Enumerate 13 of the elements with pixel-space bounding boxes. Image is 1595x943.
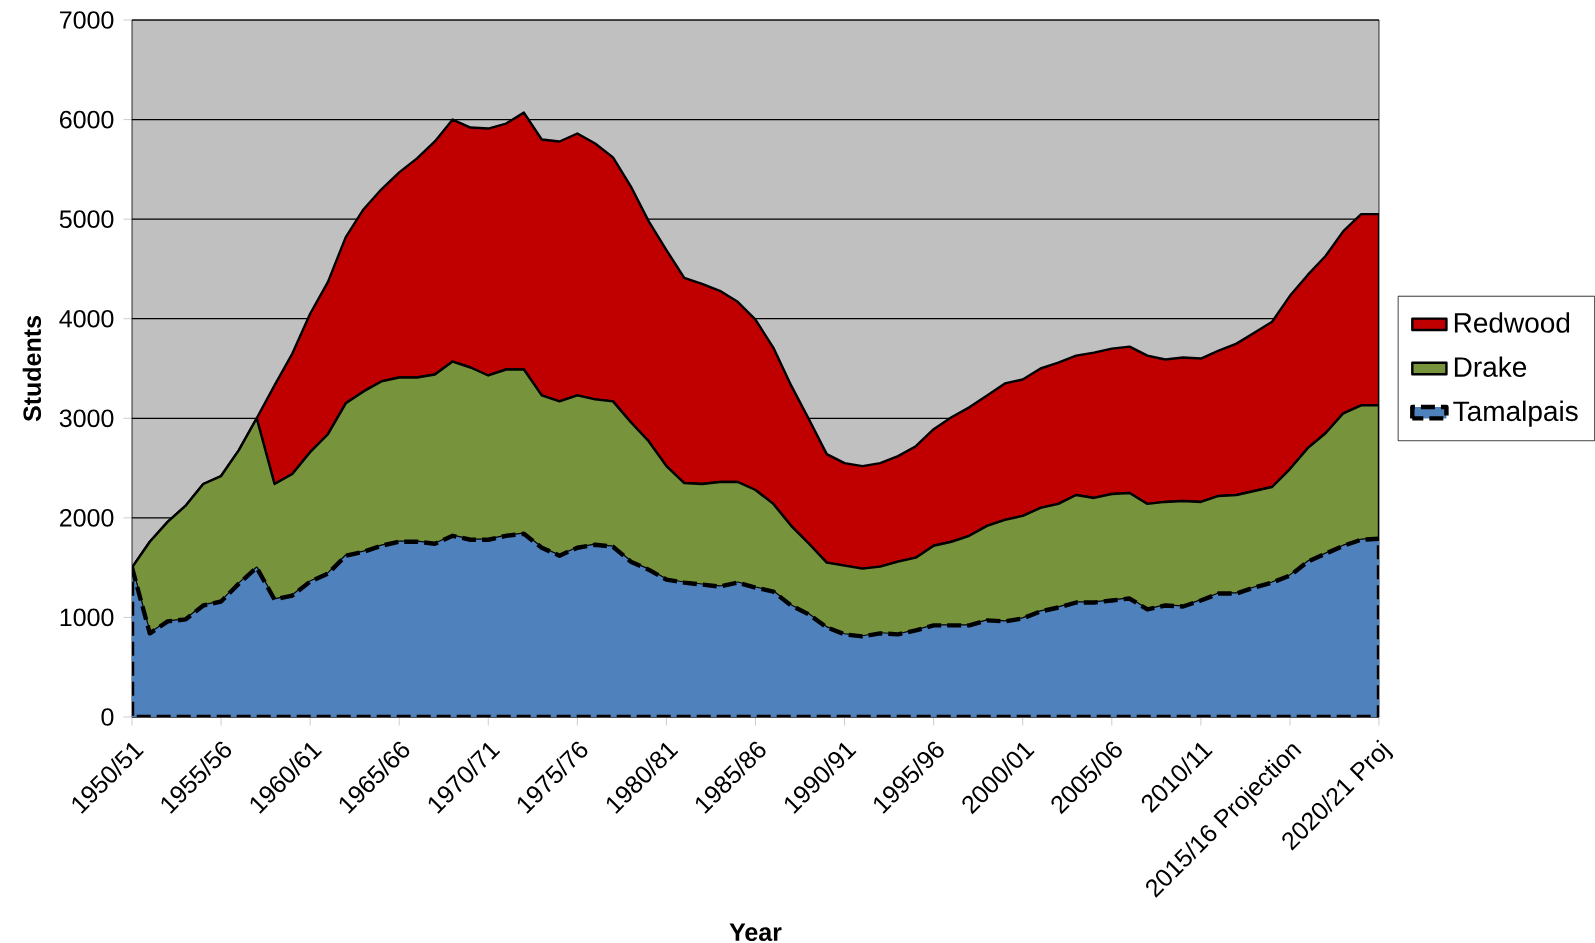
y-tick-label: 3000 bbox=[59, 409, 114, 428]
legend-label: Tamalpais bbox=[1453, 400, 1578, 427]
y-tick-label: 2000 bbox=[60, 509, 114, 527]
y-tick-label: 4000 bbox=[59, 309, 114, 328]
y-tick-label: 7000 bbox=[60, 11, 114, 29]
legend-label: Drake bbox=[1454, 356, 1527, 377]
y-axis-title: Students bbox=[22, 316, 42, 422]
x-axis-title: Year bbox=[729, 923, 782, 942]
y-tick-label: 0 bbox=[101, 708, 114, 726]
y-tick-label: 5000 bbox=[59, 210, 114, 229]
y-tick-label: 1000 bbox=[60, 608, 114, 627]
y-tick-label: 6000 bbox=[60, 110, 114, 129]
legend-label: Redwood bbox=[1454, 312, 1570, 333]
